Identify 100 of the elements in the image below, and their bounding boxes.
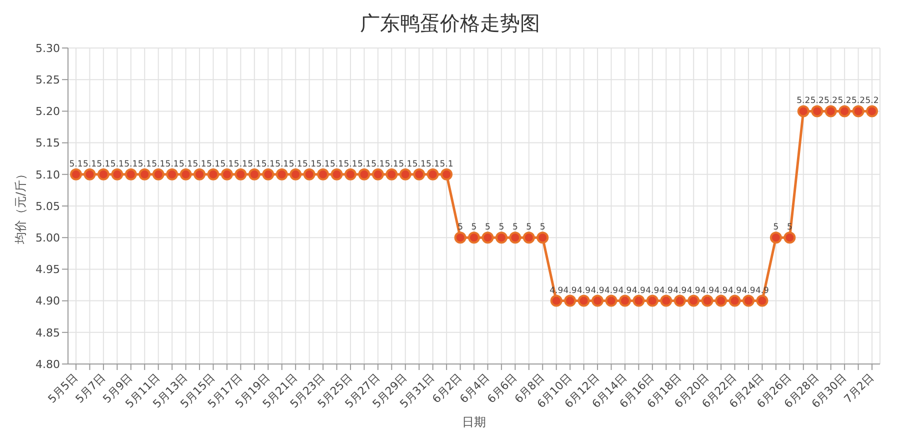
point xyxy=(358,168,370,180)
point xyxy=(564,294,576,307)
data-label: 5.2 xyxy=(796,96,810,106)
point xyxy=(303,168,316,180)
data-label: 5.1 xyxy=(344,159,358,170)
point xyxy=(550,294,562,307)
data-label: 5.1 xyxy=(398,159,412,170)
point xyxy=(330,168,343,180)
point xyxy=(770,232,782,244)
point xyxy=(317,168,330,180)
y-axis-title: 均价（元/斤） xyxy=(13,168,28,246)
point xyxy=(207,168,220,180)
data-label: 4.9 xyxy=(618,286,632,296)
point xyxy=(605,294,618,307)
point xyxy=(413,168,426,180)
point xyxy=(522,232,535,244)
data-label: 5.1 xyxy=(234,159,248,170)
data-label: 5 xyxy=(540,222,546,233)
data-label: 5.1 xyxy=(357,159,371,170)
point xyxy=(578,294,590,307)
point xyxy=(509,232,522,244)
point xyxy=(852,105,864,118)
data-label: 5.1 xyxy=(261,159,275,170)
y-tick-label: 5.00 xyxy=(36,232,60,245)
chart-title: 广东鸭蛋价格走势图 xyxy=(359,10,541,37)
point xyxy=(838,105,851,118)
data-label: 5.2 xyxy=(852,96,866,106)
point xyxy=(386,168,398,180)
point xyxy=(742,294,754,307)
data-label: 5.2 xyxy=(824,96,838,106)
data-label: 5.1 xyxy=(152,159,166,170)
point xyxy=(688,294,700,307)
data-label: 5.1 xyxy=(206,159,220,170)
data-label: 4.9 xyxy=(646,286,660,296)
data-label: 5.1 xyxy=(316,159,330,170)
point xyxy=(262,168,274,180)
point xyxy=(701,294,714,307)
point xyxy=(824,105,837,118)
point xyxy=(811,105,824,118)
point xyxy=(728,294,741,307)
x-axis-title: 日期 xyxy=(462,415,486,429)
data-label: 4.9 xyxy=(714,286,728,296)
y-tick-label: 5.05 xyxy=(36,200,60,213)
point xyxy=(618,294,631,307)
point xyxy=(536,232,549,244)
data-label: 4.9 xyxy=(673,286,687,296)
data-label: 5.2 xyxy=(865,96,879,106)
data-label: 5.1 xyxy=(165,159,179,170)
data-label: 5.1 xyxy=(138,159,152,170)
point xyxy=(468,232,480,244)
data-label: 5 xyxy=(485,222,490,233)
point xyxy=(660,294,672,307)
data-label: 4.9 xyxy=(590,286,604,296)
point xyxy=(482,232,494,244)
data-label: 4.9 xyxy=(659,286,673,296)
data-label: 4.9 xyxy=(604,286,618,296)
data-label: 5.1 xyxy=(220,159,234,170)
data-label: 5.1 xyxy=(248,159,262,170)
y-tick-label: 4.80 xyxy=(36,358,60,371)
y-tick-label: 5.20 xyxy=(36,105,60,118)
data-label: 5.2 xyxy=(838,96,852,106)
point xyxy=(70,168,82,180)
y-tick-label: 4.90 xyxy=(36,294,60,308)
point xyxy=(166,168,178,180)
point xyxy=(715,294,728,307)
point xyxy=(290,168,302,180)
point xyxy=(399,168,412,180)
data-label: 5.1 xyxy=(302,159,316,170)
data-label: 5 xyxy=(471,222,477,233)
point xyxy=(220,168,233,180)
point xyxy=(97,168,110,180)
point xyxy=(495,232,508,244)
data-label: 4.9 xyxy=(577,286,591,296)
data-label: 4.9 xyxy=(563,286,577,296)
point xyxy=(646,294,658,307)
point xyxy=(632,294,645,307)
point xyxy=(784,232,796,244)
point xyxy=(124,168,137,180)
y-tick-label: 4.85 xyxy=(36,326,60,340)
point xyxy=(674,294,686,307)
data-label: 5.1 xyxy=(82,159,96,170)
point xyxy=(111,168,124,180)
data-label: 5.1 xyxy=(384,159,398,170)
data-label: 4.9 xyxy=(686,286,700,296)
data-label: 5.1 xyxy=(371,159,385,170)
data-label: 5.1 xyxy=(69,159,83,170)
data-label: 4.9 xyxy=(700,286,714,296)
data-label: 5.1 xyxy=(275,159,289,170)
point xyxy=(426,168,439,180)
data-label: 4.9 xyxy=(632,286,646,296)
y-tick-label: 5.15 xyxy=(36,136,60,150)
data-label: 5.1 xyxy=(412,159,426,170)
point xyxy=(138,168,151,180)
point xyxy=(756,294,768,307)
point xyxy=(866,105,878,118)
point xyxy=(440,168,453,180)
data-label: 5.1 xyxy=(192,159,206,170)
data-label: 4.9 xyxy=(742,286,756,296)
y-tick-label: 4.95 xyxy=(36,263,60,276)
point xyxy=(234,168,247,180)
